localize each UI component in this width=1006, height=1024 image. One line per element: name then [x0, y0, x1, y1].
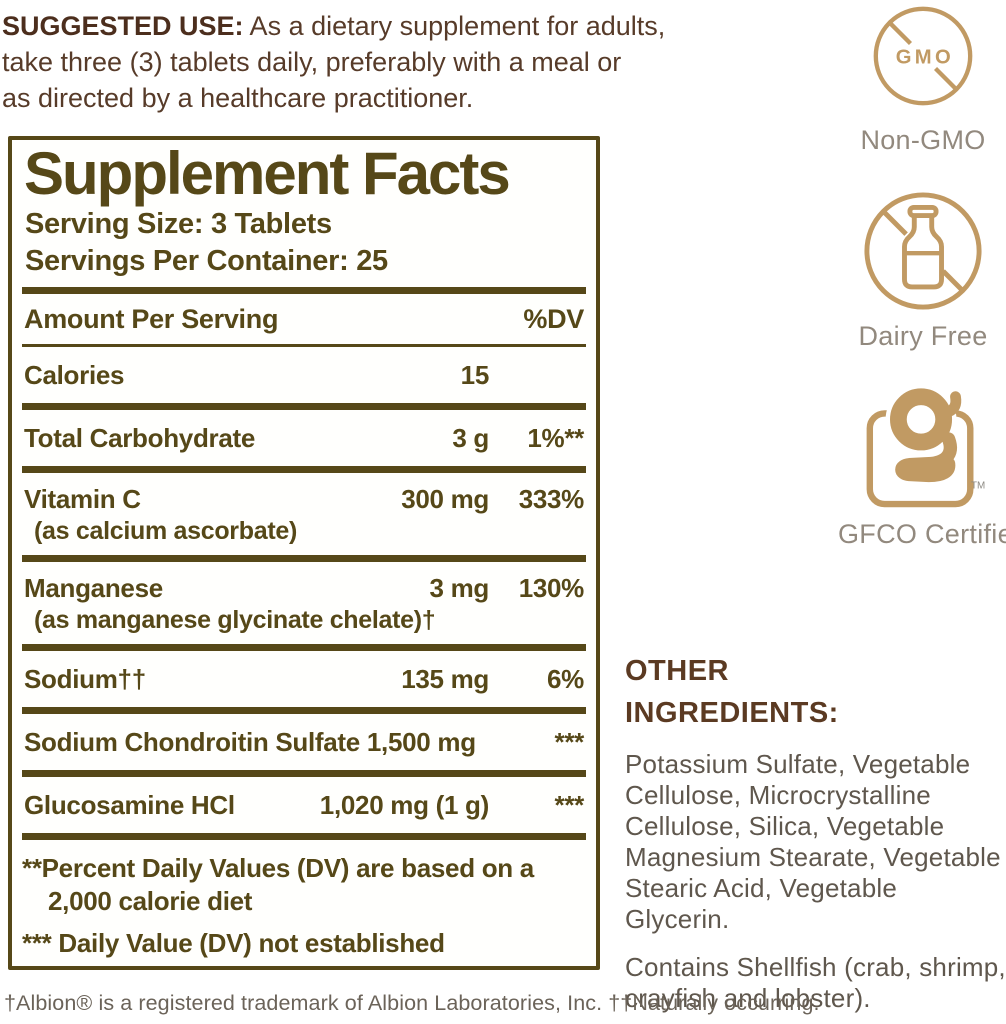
trademark-symbol: TM [971, 480, 985, 491]
facts-row-total-carbohydrate: Total Carbohydrate 3 g 1%** [22, 410, 586, 466]
divider-thick [22, 644, 586, 651]
non-gmo-badge: GMO Non-GMO [838, 4, 1006, 156]
facts-row-sodium: Sodium†† 135 mg 6% [22, 651, 586, 707]
trademark-footnote: †Albion® is a registered trademark of Al… [4, 991, 820, 1015]
servings-per-container: Servings Per Container: 25 [25, 245, 388, 277]
facts-row-calories: Calories 15 [22, 347, 586, 403]
nutrient-name: Sodium†† [24, 664, 146, 694]
gmo-icon-text: GMO [896, 47, 954, 69]
facts-row-glucosamine-hcl: Glucosamine HCl 1,020 mg (1 g) *** [22, 777, 586, 833]
dairy-free-badge: Dairy Free [838, 190, 1006, 352]
dv-column-label: %DV [523, 304, 584, 334]
suggested-use: SUGGESTED USE: As a dietary supplement f… [2, 8, 772, 116]
nutrient-source-note: (as manganese glycinate chelate)† [34, 606, 436, 634]
nutrient-name: Sodium Chondroitin Sulfate [24, 727, 360, 757]
other-ingredients-section: OTHER INGREDIENTS: Potassium Sulfate, Ve… [625, 650, 1006, 1014]
nutrient-dv: 1%** [527, 423, 584, 453]
nutrient-name: Total Carbohydrate [24, 423, 256, 453]
serving-size: Serving Size: 3 Tablets [25, 208, 332, 240]
nutrient-main-line: Vitamin C 300 mg 333% [24, 483, 584, 516]
badge-label-gfco-certified: GFCO Certified [838, 519, 1006, 549]
nutrient-name: Calories [24, 360, 125, 390]
footnote-dv-not-established: *** Daily Value (DV) not established [22, 928, 445, 958]
nutrient-amount: 15 [460, 360, 490, 390]
gfco-g-logo-icon: TM [866, 383, 985, 508]
footnote-dv-basis-line1: **Percent Daily Values (DV) are based on… [22, 853, 534, 883]
nutrient-dv: *** [554, 727, 585, 757]
facts-title: Supplement Facts [24, 140, 511, 207]
nutrient-name: Glucosamine HCl [24, 790, 235, 820]
other-ingredients-heading: OTHER INGREDIENTS: [625, 655, 839, 729]
nutrient-amount: 135 mg [401, 664, 489, 694]
facts-row-sodium-chondroitin-sulfate: Sodium Chondroitin Sulfate 1,500 mg *** [22, 714, 586, 770]
nutrient-amount: 1,500 mg [366, 727, 476, 757]
allergen-statement: Contains Shellfish (crab, shrimp, crayfi… [625, 952, 1006, 1013]
nutrient-name-amount: Sodium Chondroitin Sulfate 1,500 mg [24, 726, 489, 759]
badge-label-non-gmo: Non-GMO [860, 125, 986, 155]
divider-thick [22, 287, 586, 294]
facts-footnotes: **Percent Daily Values (DV) are based on… [22, 852, 586, 960]
divider-thick [22, 555, 586, 562]
nutrient-dv: *** [554, 790, 585, 820]
divider-thick [22, 403, 586, 410]
divider-thick [22, 833, 586, 840]
nutrient-dv: 130% [518, 573, 585, 603]
nutrient-amount: 300 mg [401, 484, 489, 514]
facts-row-manganese: Manganese 3 mg 130% (as manganese glycin… [22, 562, 586, 644]
amount-per-serving-label: Amount Per Serving [24, 304, 279, 334]
nutrient-main-line: Manganese 3 mg 130% [24, 572, 584, 605]
divider-thin [22, 344, 586, 347]
facts-row-vitamin-c: Vitamin C 300 mg 333% (as calcium ascorb… [22, 473, 586, 555]
nutrient-amount: 3 g [452, 423, 489, 453]
nutrient-amount: 3 mg [429, 573, 490, 603]
divider-thick [22, 466, 586, 473]
other-ingredients-list: Potassium Sulfate, Vegetable Cellulose, … [625, 749, 1001, 934]
nutrient-dv: 333% [518, 484, 585, 514]
suggested-use-label: SUGGESTED USE: [2, 11, 244, 41]
divider-thick [22, 770, 586, 777]
nutrient-name: Vitamin C [24, 484, 141, 514]
facts-header-row: Amount Per Serving %DV [22, 294, 586, 344]
gfco-certified-badge: TM GFCO Certified [838, 376, 1006, 550]
supplement-facts-panel: Supplement Facts Serving Size: 3 Tablets… [8, 136, 600, 970]
nutrient-source-note: (as calcium ascorbate) [34, 517, 297, 545]
gmo-crossed-circle-icon: GMO [873, 6, 973, 106]
suggested-use-text: As a dietary supplement for adults, take… [2, 11, 666, 113]
divider-thick [22, 707, 586, 714]
badge-label-dairy-free: Dairy Free [858, 321, 988, 351]
nutrient-amount: 1,020 mg (1 g) [319, 790, 490, 820]
certification-badges: GMO Non-GMO Dairy Free TM [838, 4, 1006, 550]
nutrient-name: Manganese [24, 573, 163, 603]
milk-bottle-crossed-circle-icon [864, 192, 982, 310]
footnote-dv-basis-line2: 2,000 calorie diet [48, 886, 253, 916]
nutrient-dv: 6% [547, 664, 584, 694]
